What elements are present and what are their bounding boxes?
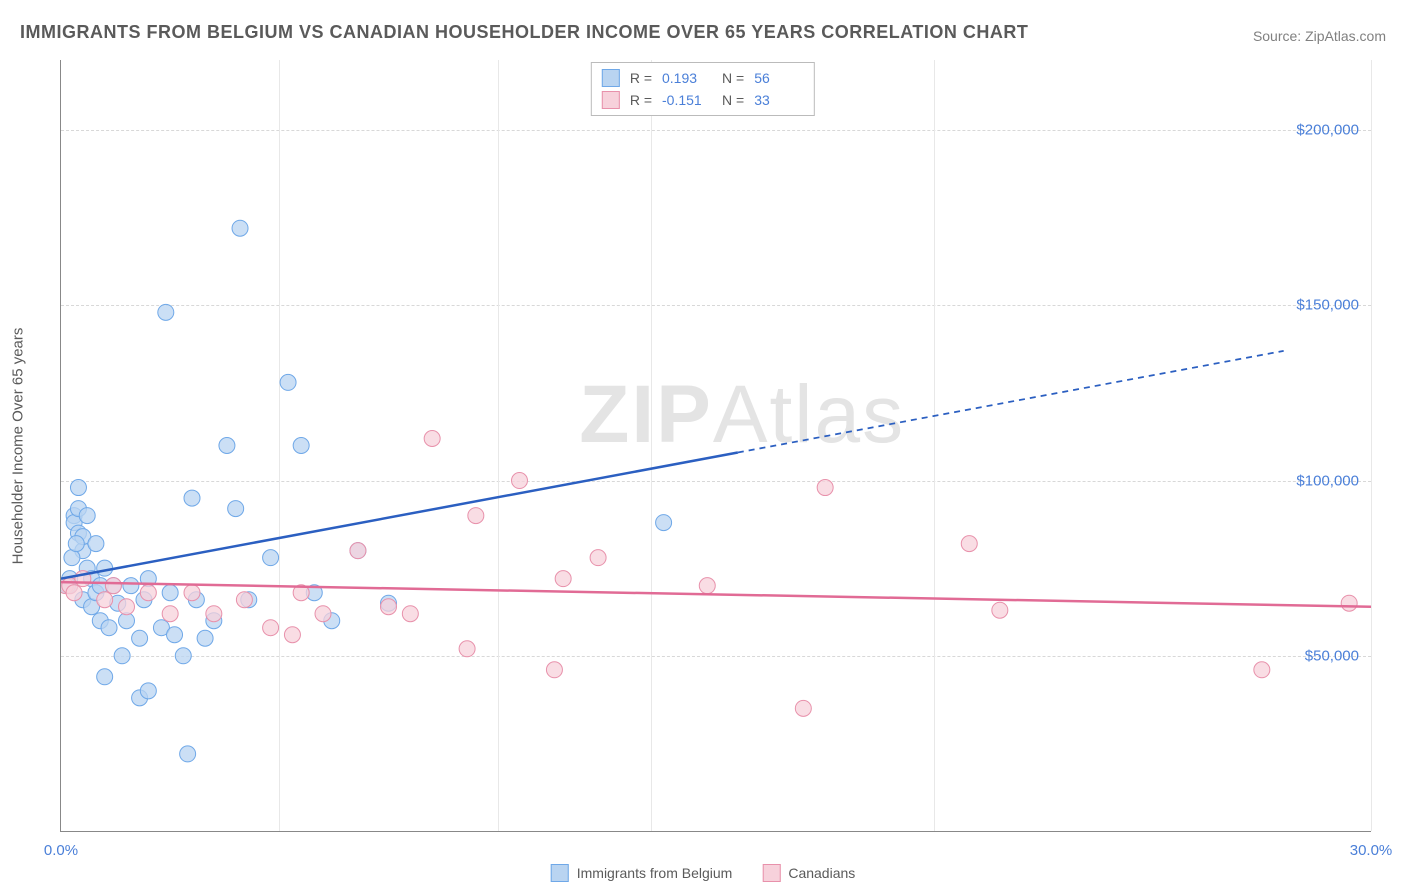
chart-title: IMMIGRANTS FROM BELGIUM VS CANADIAN HOUS… (20, 22, 1028, 43)
legend-swatch-series1 (602, 91, 620, 109)
x-gridline (1371, 60, 1372, 831)
legend-row-series0: R = 0.193 N = 56 (602, 67, 804, 89)
legend-label-series0: Immigrants from Belgium (577, 865, 733, 881)
legend-label-series1: Canadians (788, 865, 855, 881)
legend-row-series1: R = -0.151 N = 33 (602, 89, 804, 111)
n-label: N = (722, 92, 744, 108)
correlation-legend: R = 0.193 N = 56 R = -0.151 N = 33 (591, 62, 815, 116)
scatter-svg (61, 60, 1371, 831)
legend-swatch-series0 (602, 69, 620, 87)
x-tick-label: 0.0% (44, 842, 78, 859)
legend-swatch-bottom-0 (551, 864, 569, 882)
legend-item-series1: Canadians (762, 864, 855, 882)
r-value-series0: 0.193 (662, 70, 712, 86)
x-tick-label: 30.0% (1350, 842, 1393, 859)
n-value-series1: 33 (754, 92, 804, 108)
n-value-series0: 56 (754, 70, 804, 86)
n-label: N = (722, 70, 744, 86)
y-axis-label: Householder Income Over 65 years (10, 328, 27, 565)
r-label: R = (630, 92, 652, 108)
r-value-series1: -0.151 (662, 92, 712, 108)
r-label: R = (630, 70, 652, 86)
source-attribution: Source: ZipAtlas.com (1253, 28, 1386, 44)
series-legend: Immigrants from Belgium Canadians (551, 864, 856, 882)
legend-swatch-bottom-1 (762, 864, 780, 882)
legend-item-series0: Immigrants from Belgium (551, 864, 733, 882)
chart-plot-area: ZIPAtlas $50,000$100,000$150,000$200,000… (60, 60, 1371, 832)
